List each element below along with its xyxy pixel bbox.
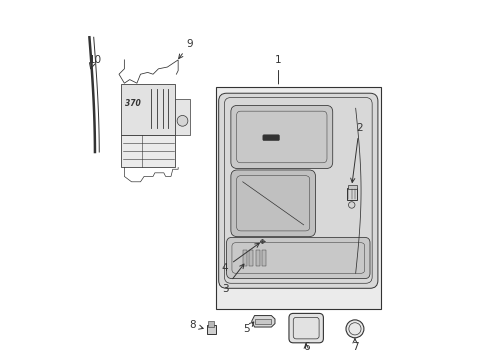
Text: 5: 5 <box>243 322 253 334</box>
Bar <box>215 87 380 309</box>
Bar <box>346 189 356 200</box>
Bar <box>249 250 253 266</box>
Text: 9: 9 <box>178 39 193 59</box>
Bar <box>206 325 215 334</box>
Text: 370: 370 <box>125 99 141 108</box>
FancyBboxPatch shape <box>263 135 279 140</box>
Polygon shape <box>254 319 271 324</box>
Circle shape <box>346 320 363 338</box>
Text: 2: 2 <box>350 123 362 183</box>
Polygon shape <box>251 316 274 327</box>
Bar <box>175 99 189 135</box>
Text: 6: 6 <box>302 342 309 352</box>
Bar <box>121 84 175 135</box>
Bar <box>262 250 266 266</box>
FancyBboxPatch shape <box>226 237 369 279</box>
Text: 7: 7 <box>351 339 358 352</box>
Text: 8: 8 <box>189 320 203 330</box>
FancyBboxPatch shape <box>230 105 332 168</box>
Circle shape <box>177 116 187 126</box>
Bar <box>348 185 357 189</box>
Text: 1: 1 <box>275 55 281 84</box>
Circle shape <box>348 202 354 208</box>
Bar <box>255 250 260 266</box>
Text: 10: 10 <box>89 55 102 65</box>
Bar <box>242 250 246 266</box>
Text: 3: 3 <box>221 264 244 294</box>
FancyBboxPatch shape <box>218 93 377 288</box>
FancyBboxPatch shape <box>288 314 323 343</box>
Text: 4: 4 <box>221 243 259 273</box>
Bar <box>121 135 175 167</box>
FancyBboxPatch shape <box>230 170 315 237</box>
Bar <box>208 321 214 327</box>
